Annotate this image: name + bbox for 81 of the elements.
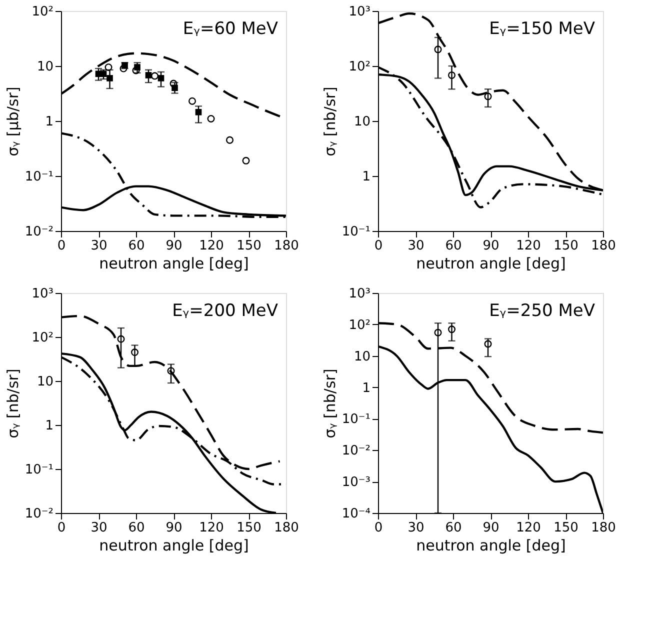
- x-tick-label: 150: [554, 238, 578, 254]
- y-tick-label: 1: [362, 380, 370, 396]
- y-tick-label: 10⁻²: [24, 224, 54, 240]
- y-axis-title: σᵧ [nb/sr]: [4, 368, 22, 438]
- annotation: Eᵧ=200 MeV: [172, 301, 278, 321]
- point: [484, 340, 492, 348]
- y-tick-label: 1: [362, 170, 370, 184]
- point: [226, 136, 234, 144]
- x-tick-label: 90: [166, 520, 182, 536]
- y-tick-label: 1: [45, 114, 54, 130]
- y-axis-title: σᵧ [nb/sr]: [320, 368, 339, 438]
- y-tick-label: 10: [36, 374, 54, 390]
- x-tick-label: 0: [374, 520, 383, 536]
- y-tick-label: 10⁻²: [24, 506, 54, 522]
- x-tick-label: 0: [374, 238, 383, 254]
- point: [120, 64, 128, 72]
- x-axis-title: neutron angle [deg]: [99, 536, 249, 554]
- annotation: Eᵧ=250 MeV: [489, 301, 596, 321]
- x-axis-title: neutron angle [deg]: [416, 536, 566, 554]
- x-tick-label: 150: [236, 520, 262, 536]
- y-tick-label: 10³: [348, 286, 370, 302]
- point: [448, 326, 456, 334]
- y-tick-label: 10³: [348, 4, 370, 20]
- x-axis-title: neutron angle [deg]: [416, 254, 566, 272]
- annotation: Eᵧ=60 MeV: [182, 19, 278, 39]
- x-tick-label: 120: [516, 520, 541, 536]
- x-tick-label: 60: [128, 238, 145, 254]
- point: [167, 367, 175, 375]
- annotation: Eᵧ=150 MeV: [489, 19, 596, 39]
- x-tick-label: 180: [274, 238, 299, 254]
- point: [242, 156, 250, 164]
- x-tick-label: 120: [199, 520, 224, 536]
- point: [132, 66, 140, 74]
- x-tick-label: 30: [408, 520, 424, 536]
- y-tick-label: 10⁻³: [342, 475, 370, 490]
- point: [434, 46, 442, 54]
- x-tick-label: 30: [408, 238, 424, 254]
- y-tick-label: 10: [36, 60, 54, 74]
- y-tick-label: 10²: [32, 330, 54, 346]
- x-tick-label: 60: [445, 520, 462, 536]
- y-tick-label: 10⁻²: [342, 444, 370, 459]
- y-tick-label: 10⁻¹: [24, 462, 54, 478]
- y-tick-label: 10²: [348, 318, 370, 333]
- x-tick-label: 0: [57, 238, 66, 254]
- x-tick-label: 180: [274, 520, 299, 536]
- x-tick-label: 90: [166, 238, 182, 254]
- y-axis-title: σᵧ [μb/sr]: [4, 86, 22, 156]
- x-tick-label: 150: [554, 520, 578, 536]
- x-tick-label: 60: [128, 520, 145, 536]
- x-tick-label: 90: [482, 520, 500, 536]
- y-axis-title: σᵧ [nb/sr]: [320, 86, 339, 156]
- x-tick-label: 0: [57, 520, 66, 536]
- point: [104, 63, 112, 71]
- x-tick-label: 180: [591, 238, 616, 254]
- x-tick-label: 30: [90, 238, 108, 254]
- point: [207, 114, 215, 122]
- point: [448, 71, 456, 79]
- y-tick-label: 10²: [32, 4, 54, 20]
- point: [188, 97, 196, 105]
- y-tick-label: 10: [354, 114, 370, 130]
- y-tick-label: 10⁻⁴: [342, 506, 370, 522]
- x-tick-label: 30: [90, 520, 108, 536]
- point: [434, 328, 442, 336]
- x-axis-title: neutron angle [deg]: [99, 254, 249, 272]
- point: [150, 72, 159, 80]
- point: [484, 92, 492, 100]
- x-tick-label: 180: [591, 520, 616, 536]
- point: [130, 348, 139, 356]
- x-tick-label: 120: [516, 238, 541, 254]
- y-tick-label: 10: [354, 349, 370, 364]
- point: [117, 335, 125, 343]
- y-tick-label: 10³: [32, 286, 54, 302]
- y-tick-label: 10²: [348, 60, 370, 74]
- y-tick-label: 10⁻¹: [342, 224, 370, 240]
- y-tick-label: 10⁻¹: [342, 412, 370, 428]
- y-tick-label: 10⁻¹: [24, 170, 54, 184]
- x-tick-label: 120: [199, 238, 224, 254]
- x-tick-label: 60: [445, 238, 462, 254]
- x-tick-label: 90: [482, 238, 500, 254]
- y-tick-label: 1: [45, 418, 54, 434]
- x-tick-label: 150: [236, 238, 262, 254]
